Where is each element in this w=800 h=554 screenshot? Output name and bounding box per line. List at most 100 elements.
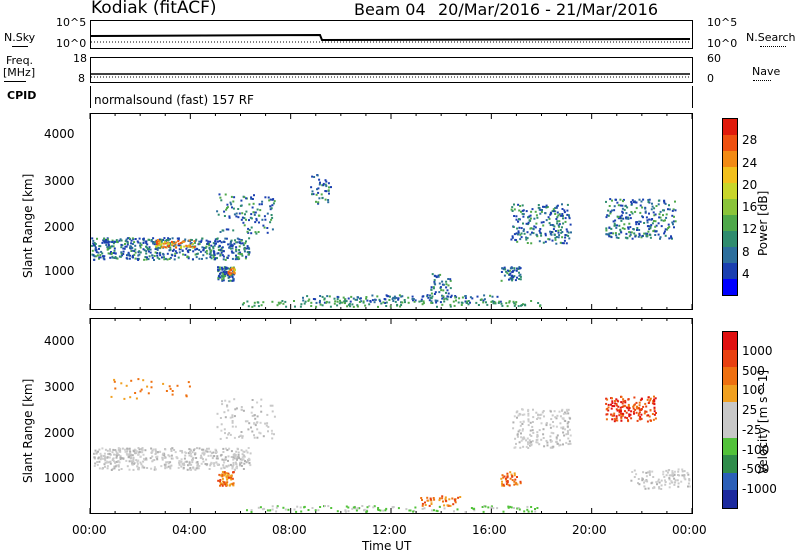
velocity-echo bbox=[424, 504, 427, 506]
power-echo bbox=[546, 206, 549, 208]
power-echo bbox=[120, 243, 123, 246]
velocity-echo bbox=[135, 397, 138, 400]
power-echo bbox=[235, 256, 238, 259]
velocity-echo bbox=[677, 485, 680, 488]
power-echo bbox=[99, 254, 102, 257]
power-echo bbox=[334, 300, 337, 303]
velocity-echo bbox=[232, 461, 235, 464]
colorbar-segment bbox=[723, 402, 737, 420]
power-echo bbox=[103, 255, 106, 258]
velocity-echo bbox=[531, 440, 534, 443]
power-echo bbox=[430, 297, 433, 300]
power-echo bbox=[465, 301, 468, 304]
power-echo bbox=[182, 253, 185, 256]
velocity-echo bbox=[224, 456, 227, 459]
velocity-echo bbox=[250, 426, 252, 429]
power-echo bbox=[422, 302, 425, 305]
velocity-echo bbox=[220, 423, 223, 426]
velocity-echo bbox=[235, 463, 238, 465]
velocity-echo bbox=[232, 463, 235, 466]
velocity-echo bbox=[673, 483, 676, 486]
power-echo bbox=[133, 241, 136, 244]
power-echo bbox=[246, 251, 249, 254]
power-echo bbox=[146, 256, 148, 259]
power-echo bbox=[123, 247, 126, 250]
power-echo bbox=[635, 207, 638, 210]
velocity-echo bbox=[356, 507, 359, 510]
velocity-echo bbox=[538, 429, 541, 432]
power-echo bbox=[155, 245, 158, 248]
power-echo bbox=[263, 215, 266, 218]
power-echo bbox=[227, 279, 230, 282]
power-echo bbox=[555, 218, 558, 220]
power-echo bbox=[166, 252, 169, 255]
velocity-echo bbox=[638, 411, 641, 414]
power-echo bbox=[101, 252, 104, 255]
velocity-echo bbox=[93, 457, 96, 460]
velocity-echo bbox=[125, 384, 128, 387]
power-echo bbox=[517, 305, 520, 308]
power-echo bbox=[412, 298, 415, 300]
velocity-echo bbox=[549, 410, 552, 413]
velocity-echo bbox=[98, 448, 101, 451]
power-echo bbox=[172, 245, 175, 248]
velocity-echo bbox=[246, 460, 249, 463]
velocity-echo bbox=[232, 456, 235, 459]
power-echo bbox=[162, 246, 165, 249]
power-echo bbox=[209, 240, 212, 243]
velocity-echo bbox=[137, 468, 140, 471]
power-echo bbox=[241, 254, 244, 257]
power-echo bbox=[605, 200, 607, 203]
power-echo bbox=[535, 222, 538, 225]
power-echo bbox=[118, 239, 121, 242]
velocity-echo bbox=[200, 454, 203, 457]
power-echo bbox=[557, 224, 560, 227]
power-echo bbox=[539, 212, 542, 215]
velocity-echo bbox=[641, 478, 644, 481]
power-echo bbox=[235, 215, 238, 218]
power-echo bbox=[323, 301, 326, 304]
power-echo bbox=[162, 245, 165, 248]
power-echo bbox=[513, 267, 516, 270]
power-echo bbox=[648, 198, 651, 201]
velocity-echo bbox=[562, 418, 565, 420]
colorbar-tick-label: 25 bbox=[742, 403, 758, 418]
power-echo bbox=[106, 246, 109, 249]
velocity-echo bbox=[676, 479, 679, 482]
velocity-echo bbox=[104, 461, 107, 464]
velocity-echo bbox=[273, 415, 276, 418]
velocity-echo bbox=[167, 465, 170, 468]
power-echo bbox=[166, 258, 169, 261]
velocity-echo bbox=[232, 482, 235, 485]
xtick-2400: 00:00 bbox=[672, 523, 707, 537]
power-echo bbox=[511, 235, 514, 238]
power-echo bbox=[400, 301, 403, 304]
power-echo bbox=[153, 255, 156, 257]
power-echo bbox=[212, 250, 215, 253]
power-echo bbox=[441, 294, 443, 297]
velocity-echo bbox=[611, 414, 614, 417]
velocity-echo bbox=[631, 471, 634, 473]
velocity-echo bbox=[253, 434, 255, 437]
power-echo bbox=[221, 268, 224, 271]
power-echo bbox=[232, 251, 235, 254]
power-echo bbox=[257, 231, 260, 233]
power-echo bbox=[160, 242, 163, 245]
power-echo bbox=[547, 216, 550, 219]
velocity-echo bbox=[113, 465, 116, 468]
power-echo bbox=[537, 302, 540, 304]
velocity-echo bbox=[561, 409, 563, 412]
velocity-echo bbox=[171, 447, 174, 450]
colorbar-tick-label: -500 bbox=[742, 462, 770, 477]
velocity-echo bbox=[464, 511, 467, 513]
velocity-echo bbox=[227, 409, 230, 412]
power-echo bbox=[134, 251, 137, 254]
velocity-echo bbox=[345, 505, 348, 508]
power-echo bbox=[561, 236, 564, 239]
power-echo bbox=[655, 224, 658, 227]
velocity-echo bbox=[551, 446, 554, 449]
velocity-echo bbox=[204, 463, 207, 465]
power-echo bbox=[566, 203, 569, 206]
velocity-echo bbox=[662, 470, 665, 473]
power-echo bbox=[628, 235, 631, 238]
